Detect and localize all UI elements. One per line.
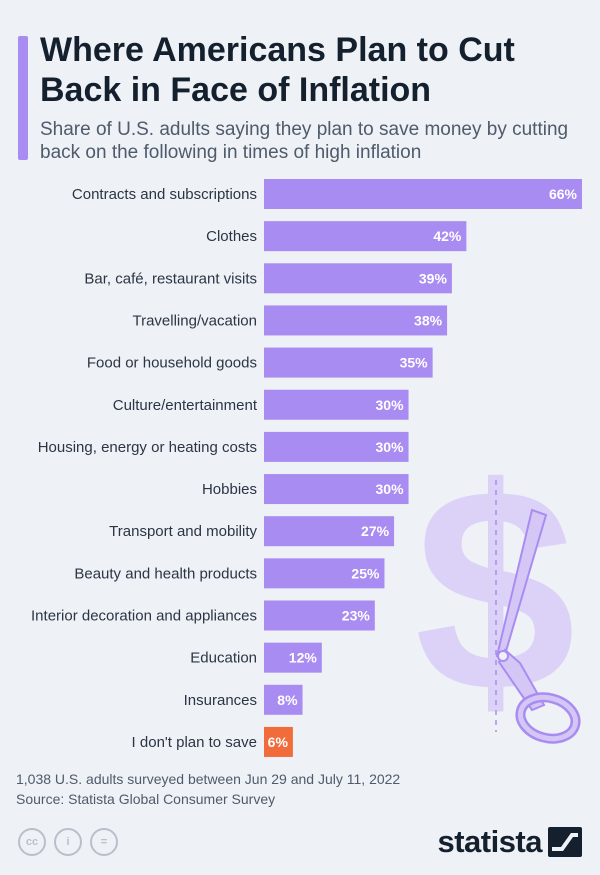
category-label: Culture/entertainment — [113, 397, 258, 414]
no-derivatives-icon[interactable]: = — [90, 828, 118, 856]
bar — [264, 431, 409, 462]
bar — [264, 263, 452, 294]
cc-icon[interactable]: cc — [18, 828, 46, 856]
value-label: 27% — [361, 523, 390, 539]
value-label: 6% — [268, 734, 289, 750]
bar — [264, 221, 467, 252]
category-label: Bar, café, restaurant visits — [84, 270, 257, 287]
source-note: Source: Statista Global Consumer Survey — [16, 791, 276, 807]
value-label: 8% — [277, 692, 298, 708]
bar — [264, 516, 395, 547]
scissors-icon — [495, 480, 581, 744]
category-label: Interior decoration and appliances — [31, 608, 257, 625]
value-label: 25% — [351, 565, 380, 581]
brand-name: statista — [437, 824, 542, 859]
category-label: Travelling/vacation — [132, 312, 257, 329]
bar — [264, 305, 448, 336]
category-label: Clothes — [206, 228, 257, 245]
value-label: 42% — [433, 228, 462, 244]
category-label: Insurances — [184, 692, 257, 709]
bar-chart: $ Contracts and subscriptions 66% Clothes 4… — [31, 179, 582, 757]
category-label: Housing, energy or heating costs — [38, 439, 257, 456]
bar — [264, 600, 375, 631]
category-label: Education — [190, 650, 257, 667]
dollar-sign-icon: $ — [414, 428, 575, 752]
title-accent-bar — [18, 36, 28, 160]
bar — [264, 642, 322, 673]
value-label: 23% — [342, 608, 371, 624]
value-label: 30% — [376, 481, 405, 497]
statista-brand[interactable]: statista — [437, 824, 582, 860]
license-icons: cc i = — [18, 828, 118, 856]
value-label: 30% — [376, 397, 405, 413]
survey-note: 1,038 U.S. adults surveyed between Jun 2… — [16, 771, 401, 787]
category-label: I don't plan to save — [132, 734, 257, 751]
svg-text:$: $ — [414, 428, 575, 752]
category-label: Food or household goods — [87, 355, 257, 372]
value-label: 30% — [376, 439, 405, 455]
chart-footnote: 1,038 U.S. adults surveyed between Jun 2… — [16, 769, 400, 809]
bar — [264, 179, 582, 209]
bar — [264, 684, 303, 715]
statista-logo-icon — [548, 827, 582, 857]
category-label: Beauty and health products — [74, 565, 257, 582]
category-label: Contracts and subscriptions — [72, 186, 257, 203]
category-label: Transport and mobility — [109, 523, 257, 540]
bar — [264, 474, 409, 505]
bar — [264, 347, 433, 378]
chart-title: Where Americans Plan to Cut Back in Face… — [40, 31, 515, 109]
bar-highlight — [264, 726, 293, 757]
value-label: 35% — [400, 355, 429, 371]
value-label: 38% — [414, 312, 443, 328]
bar — [264, 389, 409, 420]
bar — [264, 558, 385, 589]
value-label: 12% — [289, 650, 318, 666]
chart-subtitle: Share of U.S. adults saying they plan to… — [40, 119, 569, 163]
value-label: 66% — [549, 186, 578, 202]
value-label: 39% — [419, 270, 448, 286]
attribution-icon[interactable]: i — [54, 828, 82, 856]
category-label: Hobbies — [202, 481, 257, 498]
